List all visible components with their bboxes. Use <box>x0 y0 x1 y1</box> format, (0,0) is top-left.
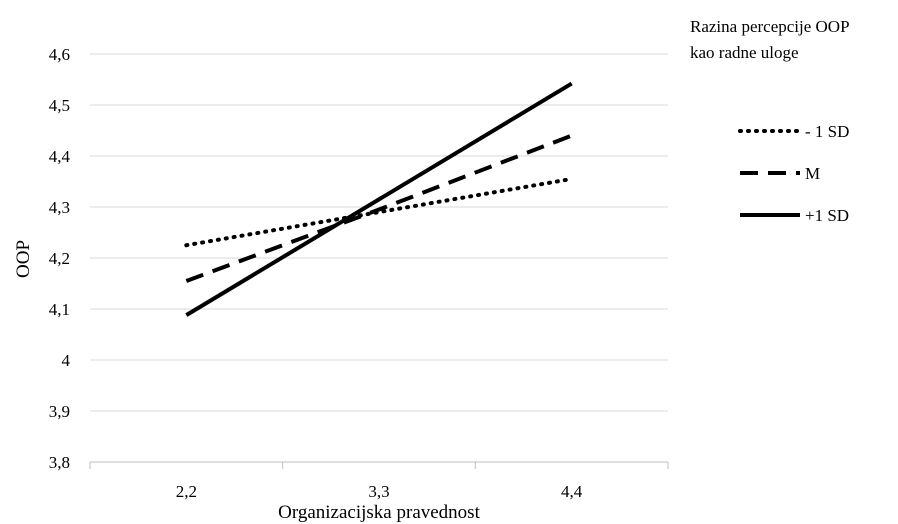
series-line <box>184 176 574 248</box>
series-line <box>185 133 573 283</box>
y-tick-label: 4,1 <box>49 300 70 319</box>
series-line <box>185 81 573 317</box>
x-tick-label: 2,2 <box>176 482 197 501</box>
y-tick-label: 4,2 <box>49 249 70 268</box>
y-tick-label: 4,4 <box>49 147 71 166</box>
y-tick-label: 3,8 <box>49 453 70 472</box>
legend-label: +1 SD <box>805 206 849 225</box>
y-tick-label: 4,3 <box>49 198 70 217</box>
legend-label: - 1 SD <box>805 122 849 141</box>
y-axis-title: OOP <box>13 240 34 278</box>
y-tick-label: 4,6 <box>49 45 70 64</box>
legend-label: M <box>805 164 820 183</box>
legend: Razina percepcije OOP kao radne uloge - … <box>690 17 850 225</box>
x-axis-title: Organizacijska pravednost <box>278 502 480 523</box>
x-tick-label: 3,3 <box>368 482 389 501</box>
y-tick-label: 3,9 <box>49 402 70 421</box>
x-axis <box>89 461 669 469</box>
x-axis-ticks: 2,2 3,3 4,4 <box>176 482 583 501</box>
y-tick-label: 4,5 <box>49 96 70 115</box>
x-tick-label: 4,4 <box>561 482 583 501</box>
legend-title-line-2: kao radne uloge <box>690 43 799 62</box>
y-tick-label: 4 <box>62 351 71 370</box>
legend-title-line-1: Razina percepcije OOP <box>690 17 850 36</box>
gridlines <box>90 53 668 412</box>
legend-items: - 1 SD M +1 SD <box>738 122 849 225</box>
series-lines <box>184 81 574 317</box>
y-axis-ticks: 3,8 3,9 4 4,1 4,2 4,3 4,4 4,5 4,6 <box>49 45 71 472</box>
